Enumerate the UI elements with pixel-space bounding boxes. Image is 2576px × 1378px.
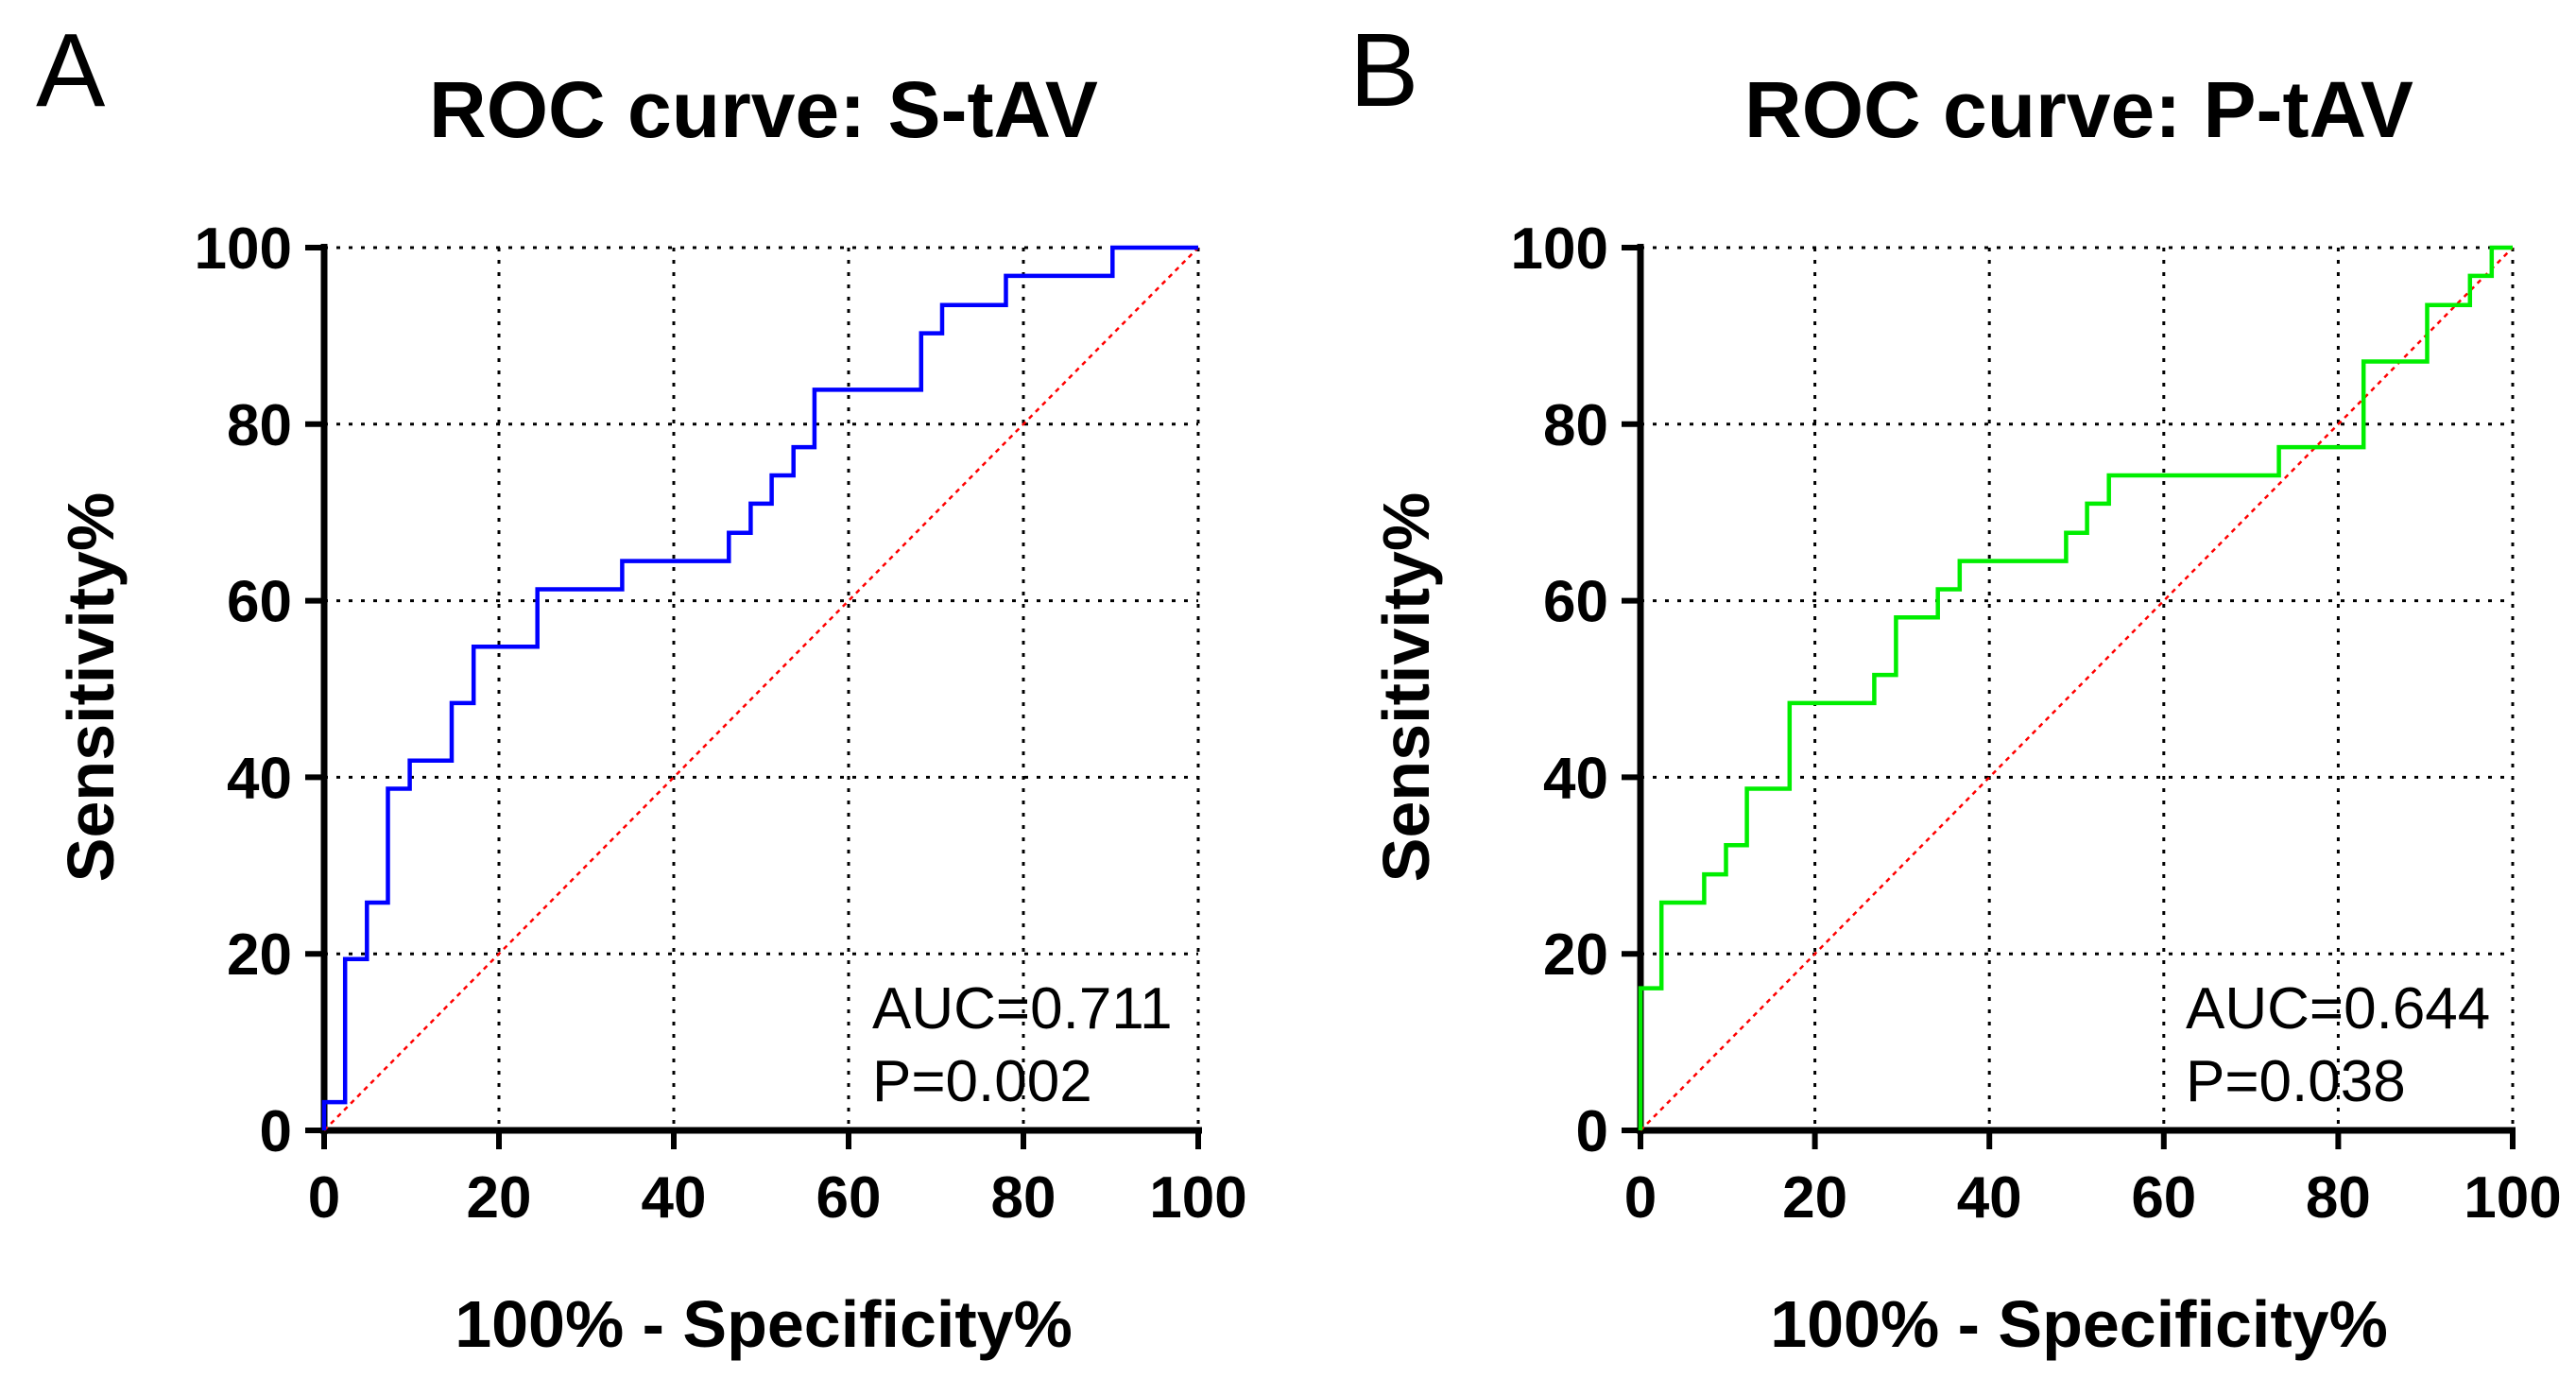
y-tick-label: 100: [195, 216, 292, 282]
ticks: 0 20 40 60 80 100 0 20 40 60 80 100: [1511, 216, 2562, 1231]
y-tick-label: 20: [227, 922, 292, 988]
y-tick-label: 100: [1511, 216, 1608, 282]
chart-title: ROC curve: P-tAV: [1744, 65, 2413, 154]
p-value-annotation: P=0.002: [872, 1049, 1092, 1114]
x-tick-label: 20: [467, 1165, 532, 1231]
chart-title: ROC curve: S-tAV: [429, 65, 1098, 154]
roc-curve: [1638, 245, 2513, 1130]
x-axis-label: 100% - Specificity%: [1770, 1287, 2388, 1361]
panel-letter: B: [1349, 12, 1418, 129]
reference-line: [1640, 247, 2514, 1131]
y-tick-label: 20: [1543, 922, 1608, 988]
auc-annotation: AUC=0.711: [872, 976, 1173, 1042]
auc-annotation: AUC=0.644: [2186, 976, 2490, 1042]
x-tick-label: 60: [816, 1165, 882, 1231]
y-tick-label: 80: [227, 393, 292, 458]
y-tick-label: 0: [1576, 1099, 1608, 1164]
x-tick-label: 20: [1782, 1165, 1847, 1231]
x-tick-label: 80: [2306, 1165, 2371, 1231]
y-axis-label: Sensitivity%: [1369, 492, 1443, 882]
ticks: 0 20 40 60 80 100 0 20 40 60 80 100: [195, 216, 1247, 1231]
x-tick-label: 0: [1624, 1165, 1657, 1231]
grid: [1640, 246, 2515, 1130]
x-tick-label: 60: [2131, 1165, 2196, 1231]
y-tick-label: 40: [1543, 746, 1608, 811]
x-tick-label: 80: [991, 1165, 1056, 1231]
y-tick-label: 0: [260, 1099, 292, 1164]
x-tick-label: 0: [308, 1165, 340, 1231]
panel-letter: A: [36, 12, 106, 129]
panel-b: B ROC curve: P-tAV 0 20 40 60 80 100 0 20 40 60 80…: [1349, 12, 2562, 1361]
y-tick-label: 60: [1543, 570, 1608, 635]
grid: [324, 246, 1200, 1130]
x-tick-label: 40: [642, 1165, 707, 1231]
x-tick-label: 100: [2464, 1165, 2561, 1231]
y-tick-label: 80: [1543, 393, 1608, 458]
panel-a: A ROC curve: S-tAV 0 20 40 60 80 100 0 20 40 60 80…: [36, 12, 1247, 1361]
x-tick-label: 40: [1957, 1165, 2022, 1231]
y-tick-label: 60: [227, 570, 292, 635]
y-axis-label: Sensitivity%: [54, 492, 128, 882]
p-value-annotation: P=0.038: [2186, 1049, 2406, 1114]
y-tick-label: 40: [227, 746, 292, 811]
x-tick-label: 100: [1149, 1165, 1246, 1231]
x-axis-label: 100% - Specificity%: [455, 1287, 1073, 1361]
roc-curve: [321, 245, 1198, 1130]
